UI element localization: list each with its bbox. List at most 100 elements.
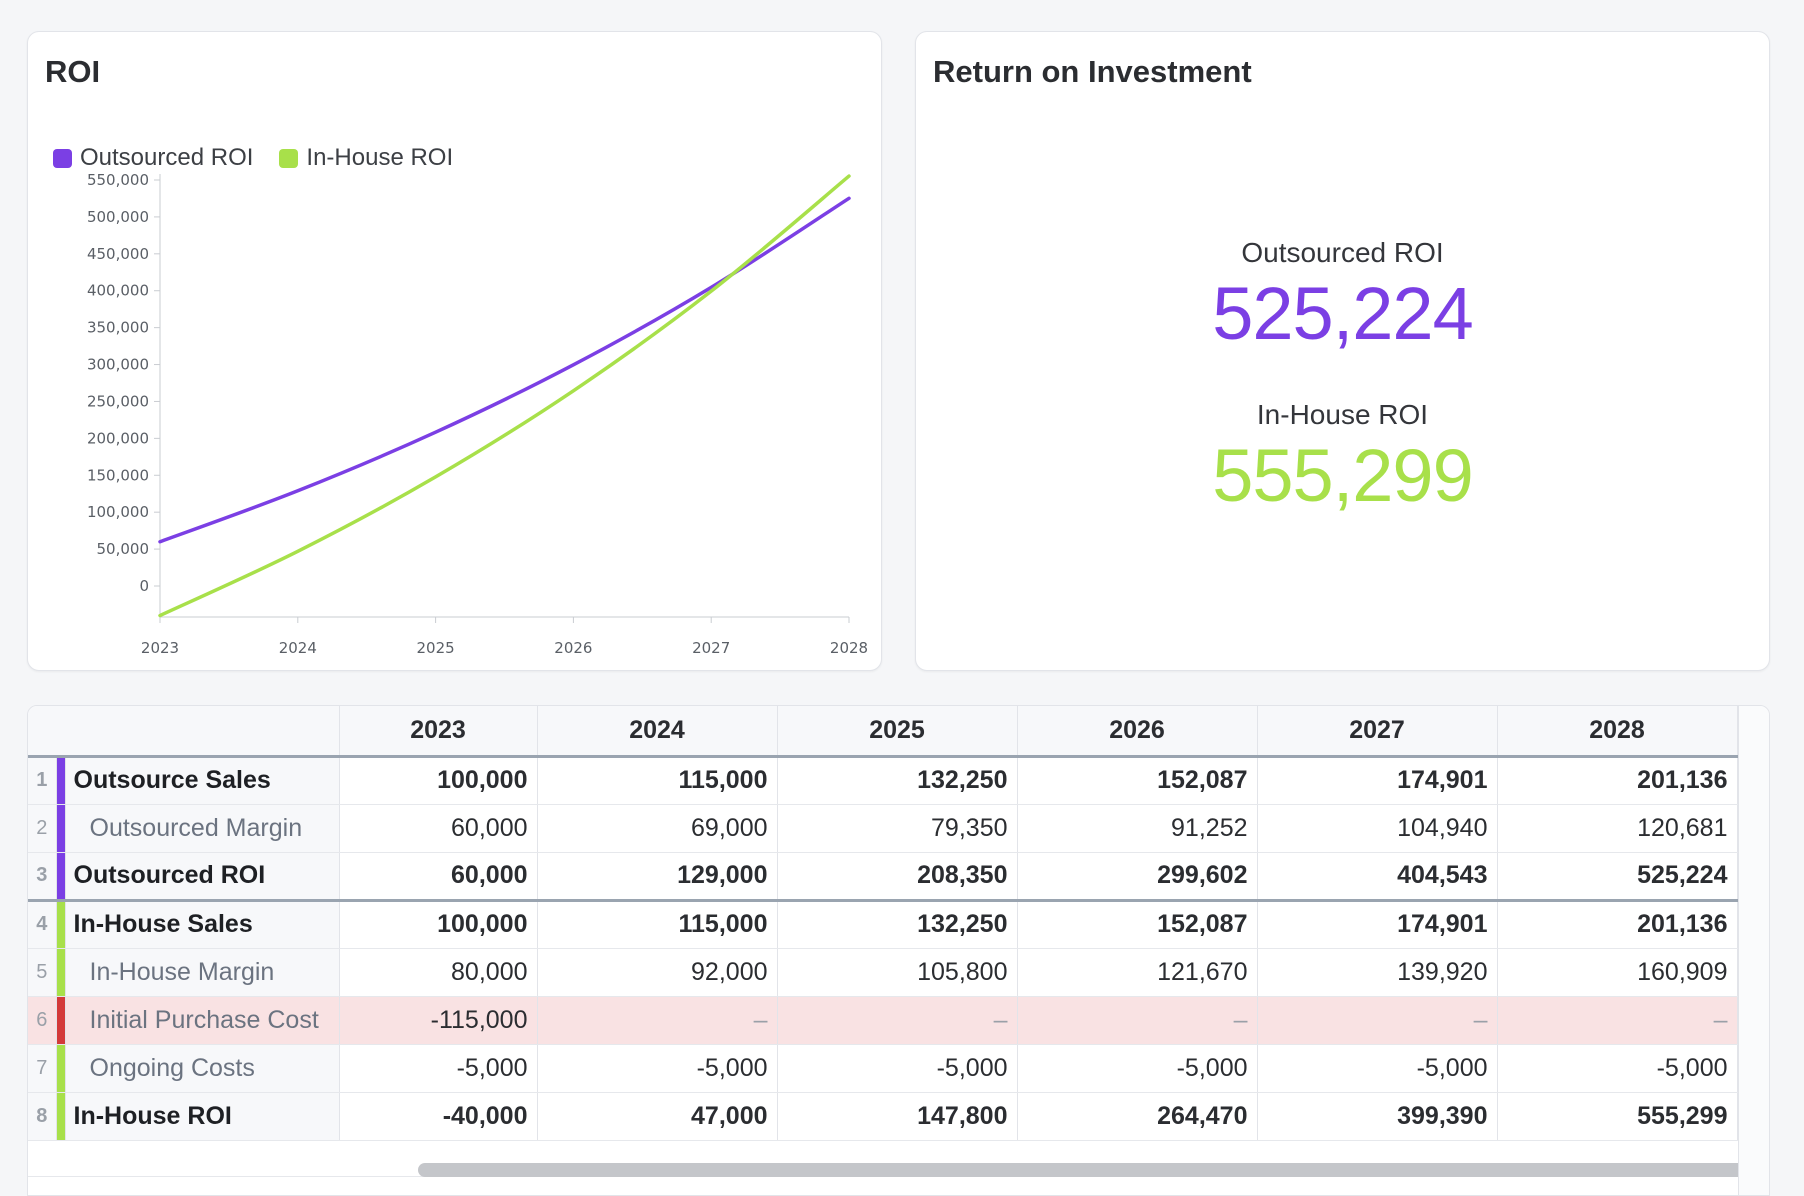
row-label[interactable]: Outsourced Margin bbox=[65, 804, 340, 853]
row-label[interactable]: In-House Margin bbox=[65, 948, 340, 997]
row-label[interactable]: Outsource Sales bbox=[65, 756, 340, 805]
chart-title: ROI bbox=[45, 54, 101, 89]
row-number: 3 bbox=[28, 852, 57, 902]
row-label[interactable]: Ongoing Costs bbox=[65, 1044, 340, 1093]
table-row[interactable]: 3 Outsourced ROI 60,000 129,000 208,350 299,6… bbox=[28, 852, 1738, 902]
table-cell[interactable]: 208,350 bbox=[777, 852, 1018, 902]
stats-summary: Outsourced ROI 525,224 In-House ROI 555,… bbox=[916, 237, 1769, 513]
column-header[interactable]: 2025 bbox=[777, 706, 1018, 758]
table-row[interactable]: 1 Outsource Sales 100,000 115,000 132,250 152… bbox=[28, 756, 1738, 805]
return-on-investment-card: Return on Investment Outsourced ROI 525,… bbox=[915, 31, 1770, 671]
row-label[interactable]: Outsourced ROI bbox=[65, 852, 340, 902]
column-header[interactable]: 2028 bbox=[1497, 706, 1738, 758]
table-cell[interactable]: 152,087 bbox=[1017, 756, 1258, 805]
legend-item-outsourced[interactable]: Outsourced ROI bbox=[53, 144, 253, 172]
series-line-outsourced-roi[interactable] bbox=[158, 196, 851, 544]
row-label[interactable]: In-House Sales bbox=[65, 900, 340, 949]
row-label[interactable]: In-House ROI bbox=[65, 1092, 340, 1141]
table-cell[interactable]: 152,087 bbox=[1017, 900, 1258, 949]
table-cell[interactable]: -5,000 bbox=[537, 1044, 778, 1093]
roi-chart-card: ROI Outsourced ROI In-House ROI 550,000 5… bbox=[27, 31, 882, 671]
row-label[interactable]: Initial Purchase Cost bbox=[65, 996, 340, 1045]
table-cell[interactable]: -40,000 bbox=[339, 1092, 538, 1141]
table-cell[interactable]: 60,000 bbox=[339, 852, 538, 902]
y-tick-label: 400,000 bbox=[87, 282, 149, 300]
table-cell[interactable]: 121,670 bbox=[1017, 948, 1258, 997]
table-row[interactable]: 8 In-House ROI -40,000 47,000 147,800 264,470… bbox=[28, 1092, 1738, 1141]
table-cell[interactable]: – bbox=[1017, 996, 1258, 1045]
table-cell[interactable]: – bbox=[777, 996, 1018, 1045]
row-number: 6 bbox=[28, 996, 57, 1045]
table-cell[interactable]: 174,901 bbox=[1257, 900, 1498, 949]
table-row[interactable]: 4 In-House Sales 100,000 115,000 132,250 152,… bbox=[28, 900, 1738, 949]
chart-legend: Outsourced ROI In-House ROI bbox=[53, 144, 453, 172]
horizontal-scrollbar[interactable] bbox=[338, 1156, 1763, 1184]
table-cell[interactable]: 132,250 bbox=[777, 900, 1018, 949]
table-row[interactable]: 5 In-House Margin 80,000 92,000 105,800 121,6… bbox=[28, 948, 1738, 997]
table-cell[interactable]: – bbox=[1257, 996, 1498, 1045]
table-cell[interactable]: 69,000 bbox=[537, 804, 778, 853]
table-cell[interactable]: -5,000 bbox=[1017, 1044, 1258, 1093]
table-cell[interactable]: 201,136 bbox=[1497, 900, 1738, 949]
x-tick-label: 2023 bbox=[141, 639, 179, 657]
table-cell[interactable]: 47,000 bbox=[537, 1092, 778, 1141]
legend-item-inhouse[interactable]: In-House ROI bbox=[279, 144, 453, 172]
row-number: 1 bbox=[28, 756, 57, 805]
scrollbar-thumb[interactable] bbox=[418, 1163, 1763, 1177]
table-cell[interactable]: 299,602 bbox=[1017, 852, 1258, 902]
table-cell[interactable]: -115,000 bbox=[339, 996, 538, 1045]
series-line-inhouse-roi[interactable] bbox=[158, 174, 851, 618]
table-cell[interactable]: 92,000 bbox=[537, 948, 778, 997]
table-row[interactable]: 2 Outsourced Margin 60,000 69,000 79,350 91,2… bbox=[28, 804, 1738, 853]
table-cell[interactable]: 104,940 bbox=[1257, 804, 1498, 853]
inhouse-roi-label: In-House ROI bbox=[1256, 399, 1429, 430]
y-tick-label: 0 bbox=[139, 577, 149, 595]
stats-title: Return on Investment bbox=[933, 54, 1252, 89]
table-cell[interactable]: 79,350 bbox=[777, 804, 1018, 853]
row-number: 2 bbox=[28, 804, 57, 853]
table-cell[interactable]: 139,920 bbox=[1257, 948, 1498, 997]
table-cell[interactable]: 264,470 bbox=[1017, 1092, 1258, 1141]
table-cell[interactable]: -5,000 bbox=[1257, 1044, 1498, 1093]
vertical-scrollbar[interactable] bbox=[1738, 706, 1769, 1195]
x-tick-label: 2025 bbox=[417, 639, 455, 657]
table-cell[interactable]: – bbox=[1497, 996, 1738, 1045]
table-row[interactable]: 6 Initial Purchase Cost -115,000– – – – – bbox=[28, 996, 1738, 1045]
legend-label-inhouse: In-House ROI bbox=[306, 144, 454, 171]
table-cell[interactable]: 120,681 bbox=[1497, 804, 1738, 853]
table-cell[interactable]: -5,000 bbox=[777, 1044, 1018, 1093]
table-cell[interactable]: 160,909 bbox=[1497, 948, 1738, 997]
table-row[interactable]: 7 Ongoing Costs -5,000 -5,000 -5,000 -5,000 -5… bbox=[28, 1044, 1738, 1093]
table-cell[interactable]: 147,800 bbox=[777, 1092, 1018, 1141]
roi-data-table-card: 2023 2024 2025 2026 2027 2028 1 Outsource… bbox=[27, 705, 1770, 1196]
table-cell[interactable]: 201,136 bbox=[1497, 756, 1738, 805]
table-cell[interactable]: 129,000 bbox=[537, 852, 778, 902]
table-cell[interactable]: 100,000 bbox=[339, 900, 538, 949]
table-cell[interactable]: 399,390 bbox=[1257, 1092, 1498, 1141]
table-cell[interactable]: 80,000 bbox=[339, 948, 538, 997]
table-cell[interactable]: 105,800 bbox=[777, 948, 1018, 997]
table-cell[interactable]: 555,299 bbox=[1497, 1092, 1738, 1141]
y-tick-label: 450,000 bbox=[87, 245, 149, 263]
table-cell[interactable]: 404,543 bbox=[1257, 852, 1498, 902]
x-tick-label: 2026 bbox=[554, 639, 592, 657]
table-cell[interactable]: 115,000 bbox=[537, 756, 778, 805]
column-header[interactable]: 2024 bbox=[537, 706, 778, 758]
table-cell[interactable]: 100,000 bbox=[339, 756, 538, 805]
table-cell[interactable]: -5,000 bbox=[339, 1044, 538, 1093]
column-header[interactable]: 2023 bbox=[339, 706, 538, 758]
table-cell[interactable]: 525,224 bbox=[1497, 852, 1738, 902]
roi-line-chart: 550,000 500,000 450,000 400,000 350,000 300,0… bbox=[87, 171, 868, 657]
table-cell[interactable]: 60,000 bbox=[339, 804, 538, 853]
column-header[interactable]: 2026 bbox=[1017, 706, 1258, 758]
table-cell[interactable]: 91,252 bbox=[1017, 804, 1258, 853]
table-cell[interactable]: 115,000 bbox=[537, 900, 778, 949]
column-header[interactable]: 2027 bbox=[1257, 706, 1498, 758]
y-tick-label: 550,000 bbox=[87, 171, 149, 189]
table-cell[interactable]: 174,901 bbox=[1257, 756, 1498, 805]
table-cell[interactable]: – bbox=[537, 996, 778, 1045]
row-number: 4 bbox=[28, 900, 57, 949]
outsourced-roi-label: Outsourced ROI bbox=[1241, 237, 1444, 268]
table-cell[interactable]: -5,000 bbox=[1497, 1044, 1738, 1093]
table-cell[interactable]: 132,250 bbox=[777, 756, 1018, 805]
